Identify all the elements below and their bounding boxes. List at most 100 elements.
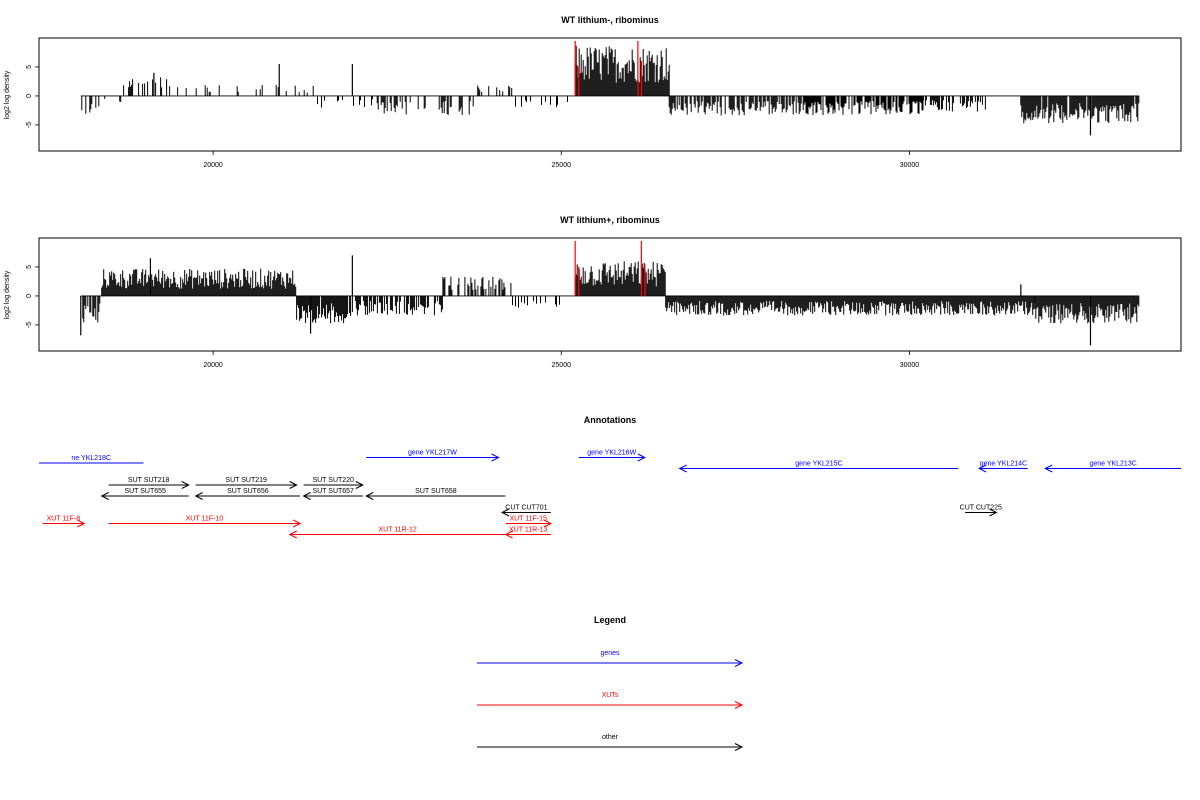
annotation-label: SUT SUT219 — [225, 477, 267, 484]
plot-2-bars — [80, 240, 1140, 346]
annotation-arrow-head — [288, 530, 297, 539]
annotation-arrow-head — [491, 453, 500, 462]
x-tick-label: 20000 — [203, 362, 223, 369]
y-tick-label: 0 — [26, 94, 33, 98]
annotation-items: ne YKL218C gene YKL217W gene YKL216W gene Y… — [39, 450, 1181, 539]
y-tick-label: 5 — [26, 65, 33, 69]
legend-items: genes XUTs other — [477, 650, 744, 751]
legend-arrow-head — [734, 743, 744, 751]
x-tick-label: 30000 — [900, 362, 920, 369]
annotations-title: Annotations — [584, 415, 637, 425]
plot-1: WT lithium-, ribominus log2 log density … — [4, 15, 1182, 169]
legend-panel: Legend genes XUTs other — [477, 615, 744, 751]
annotation-gene: gene YKL214C — [977, 461, 1028, 473]
annotation-arrow-head — [504, 530, 513, 539]
plot-1-frame — [38, 37, 1182, 152]
annotation-arrow-head — [302, 492, 311, 500]
annotation-arrow-head — [678, 464, 687, 473]
annotation-arrow-head — [1044, 464, 1053, 473]
y-tick-label: 5 — [26, 265, 33, 269]
legend-item-gene: genes — [477, 650, 744, 667]
plot-1-bars — [80, 40, 1140, 136]
annotation-label: SUT SUT218 — [128, 477, 170, 484]
annotation-label: SUT SUT656 — [227, 488, 269, 495]
annotation-other: SUT SUT658 — [365, 488, 506, 500]
annotation-gene: gene YKL215C — [678, 461, 959, 473]
legend-label: XUTs — [602, 692, 619, 699]
annotation-label: SUT SUT655 — [124, 488, 166, 495]
annotation-xut: XUT 11R-12 — [288, 527, 506, 539]
annotation-arrow-head — [365, 492, 374, 500]
annotation-label: XUT 11F-15 — [509, 516, 547, 523]
annotation-xut: XUT 11F-10 — [108, 516, 302, 528]
legend-item-other: other — [477, 734, 744, 751]
annotation-label: ne YKL218C — [71, 455, 111, 462]
annotation-other: SUT SUT220 — [303, 477, 364, 489]
annotation-arrow-head — [355, 481, 364, 489]
x-tick-label: 30000 — [900, 162, 920, 169]
annotation-arrow-head — [289, 481, 298, 489]
y-tick-label: -5 — [26, 322, 33, 328]
annotation-gene: gene YKL217W — [366, 450, 500, 462]
annotations-panel: Annotations ne YKL218C gene YKL217W gene Y… — [39, 415, 1181, 539]
annotation-gene: gene YKL216W — [578, 450, 646, 462]
annotation-arrow-head — [543, 519, 552, 528]
plot-2: WT lithium+, ribominus log2 log density … — [4, 215, 1182, 369]
annotation-other: CUT CUT701 — [500, 505, 551, 517]
annotation-label: SUT SUT658 — [415, 488, 457, 495]
x-tick-label: 20000 — [203, 162, 223, 169]
legend-arrow-head — [734, 659, 744, 667]
annotation-other: SUT SUT657 — [302, 488, 363, 500]
annotation-label: CUT CUT701 — [505, 505, 547, 512]
annotation-label: XUT 11R-13 — [509, 527, 547, 534]
x-tick-label: 25000 — [552, 162, 572, 169]
annotation-other: SUT SUT656 — [194, 488, 301, 500]
annotation-xut: XUT 11F-8 — [42, 516, 86, 528]
legend-label: other — [602, 734, 619, 741]
plot-1-axes: -5 0 5 20000 25000 30000 — [26, 65, 919, 169]
y-tick-label: -5 — [26, 122, 33, 128]
annotation-xut: XUT 11R-13 — [504, 527, 551, 539]
plot-2-axes: -5 0 5 20000 25000 30000 — [26, 265, 919, 369]
annotation-label: gene YKL216W — [587, 450, 636, 457]
annotation-gene: gene YKL213C — [1044, 461, 1181, 473]
annotation-arrow-head — [77, 519, 86, 528]
legend-label: genes — [600, 650, 620, 657]
plot-2-ylabel: log2 log density — [4, 270, 11, 319]
annotation-arrow-head — [292, 519, 302, 528]
annotation-arrow-head — [100, 492, 109, 500]
annotation-label: XUT 11F-8 — [47, 516, 81, 523]
x-tick-label: 25000 — [552, 362, 572, 369]
annotation-other: SUT SUT219 — [195, 477, 298, 489]
annotation-arrow-head — [977, 464, 987, 473]
annotation-label: SUT SUT220 — [312, 477, 354, 484]
annotation-label: gene YKL213C — [1089, 461, 1136, 468]
annotation-arrow-head — [637, 453, 646, 462]
annotation-label: SUT SUT657 — [312, 488, 354, 495]
plot-2-frame — [38, 237, 1182, 352]
annotation-label: XUT 11F-10 — [186, 516, 224, 523]
annotation-arrow-head — [500, 508, 510, 517]
y-tick-label: 0 — [26, 294, 33, 298]
plot-1-ylabel: log2 log density — [4, 70, 11, 119]
annotation-arrow-head — [989, 508, 998, 517]
annotation-arrow-head — [194, 492, 203, 500]
legend-title: Legend — [594, 615, 626, 625]
annotation-label: CUT CUT225 — [960, 505, 1002, 512]
annotation-xut: XUT 11F-15 — [505, 516, 552, 528]
legend-arrow-head — [734, 701, 744, 709]
annotation-other: CUT CUT225 — [960, 505, 1002, 517]
annotation-gene: ne YKL218C — [39, 455, 144, 464]
annotation-label: XUT 11R-12 — [378, 527, 416, 534]
annotation-other: SUT SUT218 — [108, 477, 190, 489]
plot-2-title: WT lithium+, ribominus — [560, 215, 660, 225]
annotation-arrow-head — [181, 481, 190, 489]
legend-item-xut: XUTs — [477, 692, 744, 709]
annotation-label: gene YKL217W — [408, 450, 457, 457]
annotation-label: gene YKL214C — [980, 461, 1027, 468]
plot-1-title: WT lithium-, ribominus — [561, 15, 659, 25]
annotation-label: gene YKL215C — [795, 461, 842, 468]
annotation-other: SUT SUT655 — [100, 488, 189, 500]
